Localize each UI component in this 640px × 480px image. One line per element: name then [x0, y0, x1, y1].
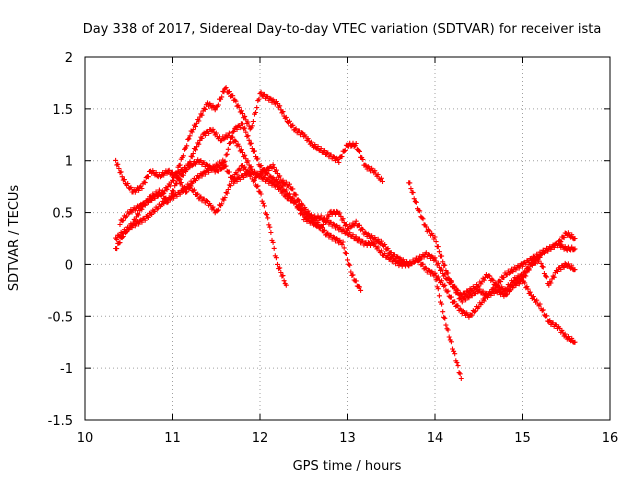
x-tick-label: 14 [427, 431, 444, 446]
axis-ticks: 10 11 12 13 14 15 16 -1.5 -1 -0.5 0 0.5 1 1.5 2 [48, 51, 619, 446]
y-tick-label: 0 [65, 258, 73, 273]
grid [85, 57, 610, 420]
chart-title: Day 338 of 2017, Sidereal Day-to-day VTE… [83, 22, 602, 37]
x-tick-label: 11 [164, 431, 181, 446]
x-tick-label: 15 [514, 431, 531, 446]
y-tick-label: -1.5 [48, 414, 73, 429]
series-markers [502, 254, 578, 298]
series-markers [117, 85, 385, 227]
y-tick-label: -1 [60, 362, 73, 377]
series-track-h [502, 254, 578, 298]
series-markers [432, 270, 464, 381]
y-tick-label: 1 [65, 155, 73, 170]
x-tick-label: 10 [77, 431, 94, 446]
x-tick-label: 16 [602, 431, 619, 446]
series-track-c [117, 85, 385, 227]
x-tick-label: 13 [339, 431, 356, 446]
y-axis-label: SDTVAR / TECUs [7, 185, 22, 292]
series-layer [113, 85, 578, 381]
y-tick-label: 2 [65, 51, 73, 66]
x-tick-label: 12 [252, 431, 269, 446]
y-tick-label: -0.5 [48, 310, 73, 325]
x-axis-label: GPS time / hours [293, 459, 402, 474]
y-tick-label: 0.5 [52, 207, 73, 222]
y-tick-label: 1.5 [52, 103, 73, 118]
series-track-f [432, 270, 464, 381]
